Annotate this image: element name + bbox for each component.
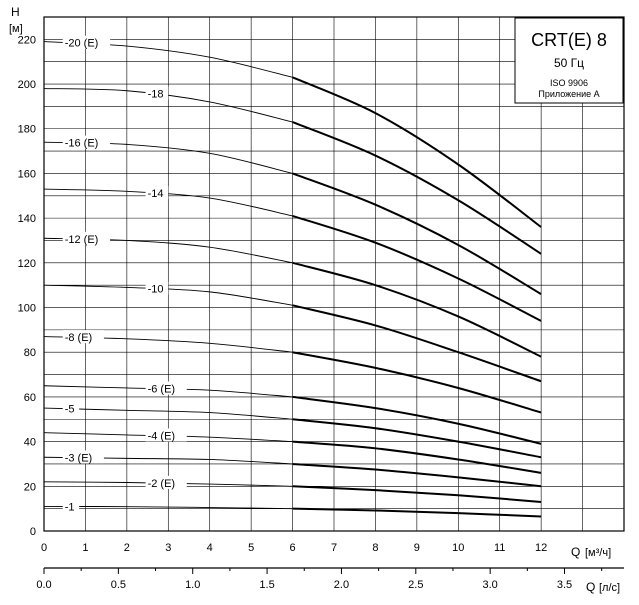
x-tick-label: 8 <box>372 542 378 554</box>
curve-line-operating <box>292 351 542 414</box>
curve-label-background <box>62 135 111 149</box>
curve-label-background <box>145 381 187 395</box>
x-tick-label: 12 <box>535 542 547 554</box>
curve-line-operating <box>292 214 542 322</box>
x-tick-label: 5 <box>248 542 254 554</box>
x-tick-label: 3 <box>165 542 171 554</box>
y-tick-label: 120 <box>18 258 36 270</box>
secondary-x-tick-label: 1.5 <box>259 579 274 591</box>
x-axis-label: Q <box>571 545 580 559</box>
curve-label: -5 <box>65 404 75 416</box>
y-tick-label: 0 <box>30 526 36 538</box>
curve-line-operating <box>292 172 542 295</box>
secondary-x-tick-label: 0.0 <box>36 579 51 591</box>
curve-label: -1 <box>65 501 75 513</box>
curve-line-operating <box>292 395 542 445</box>
curve-label: -10 <box>148 284 164 296</box>
x-tick-label: 7 <box>331 542 337 554</box>
curve-line-operating <box>292 121 542 255</box>
y-tick-label: 100 <box>18 303 36 315</box>
curve-label-background <box>62 401 80 415</box>
curve-label: -20 (E) <box>65 38 99 50</box>
curve-line-thin <box>43 407 293 420</box>
y-tick-label: 160 <box>18 168 36 180</box>
curve-label-background <box>62 35 111 49</box>
y-tick-label: 140 <box>18 213 36 225</box>
curve-label-background <box>145 86 169 100</box>
y-tick-label: 220 <box>18 34 36 46</box>
curve-line-operating <box>292 485 542 503</box>
x-tick-label: 11 <box>494 542 505 554</box>
x-tick-label: 4 <box>207 542 213 554</box>
secondary-x-tick-label: 1.0 <box>185 579 200 591</box>
secondary-x-tick-label: 3.5 <box>557 579 572 591</box>
secondary-x-axis-label: Q <box>586 580 595 594</box>
x-axis-unit: [м³/ч] <box>585 547 611 559</box>
y-tick-label: 20 <box>24 481 36 493</box>
curve-line-operating <box>292 261 542 358</box>
tick-labels: 0 1 2 3 4 5 6 7 8 9 10 11 12020406080100120140160180… <box>18 34 548 554</box>
y-tick-label: 60 <box>24 392 36 404</box>
curve-line-thin <box>43 505 293 510</box>
secondary-x-axis-unit: [л/с] <box>599 582 620 594</box>
curve-label-background <box>145 428 187 442</box>
curve-line-operating <box>292 462 542 488</box>
x-tick-label: 2 <box>124 542 130 554</box>
y-tick-label: 40 <box>24 437 36 449</box>
curve-label: -18 <box>148 89 164 101</box>
curve-label: -8 (E) <box>65 332 93 344</box>
plot-frame <box>43 16 625 532</box>
curve-label: -14 <box>148 188 164 200</box>
curve-line-operating <box>292 440 542 474</box>
y-tick-label: 200 <box>18 79 36 91</box>
x-tick-label: 6 <box>290 542 296 554</box>
chart-note-standard: ISO 9906 <box>550 78 588 88</box>
chart-title: CRT(E) 8 <box>531 30 607 50</box>
curves: -20 (E) -18 -16 (E) -14 -12 (E) -10 -8 (E) -6 (… <box>43 35 542 518</box>
chart-subtitle: 50 Гц <box>554 56 584 70</box>
title-box <box>514 17 624 104</box>
curve-label: -3 (E) <box>65 453 93 465</box>
y-tick-label: 180 <box>18 124 36 136</box>
secondary-x-tick-label: 2.0 <box>334 579 349 591</box>
curve-label-background <box>145 185 169 199</box>
curve-line-operating <box>292 418 542 459</box>
y-tick-label: 80 <box>24 347 36 359</box>
curve-label-background <box>145 475 187 489</box>
curve-label-background <box>62 450 104 464</box>
curve-label-background <box>62 330 104 344</box>
secondary-x-tick-label: 0.5 <box>111 579 126 591</box>
x-tick-label: 0 <box>41 542 47 554</box>
curve-label: -12 (E) <box>65 234 99 246</box>
secondary-tick-labels: 0.0 0.5 1.0 1.5 2.0 2.5 3.0 3.5 <box>36 568 603 591</box>
y-axis-unit: [м] <box>9 23 23 35</box>
curve-line-thin <box>43 284 293 306</box>
curve-line-thin <box>43 88 293 123</box>
x-tick-label: 9 <box>414 542 420 554</box>
curve-label: -2 (E) <box>148 478 176 490</box>
curve-label: -16 (E) <box>65 138 99 150</box>
curve-line-operating <box>292 304 542 383</box>
curve-label-background <box>62 499 80 513</box>
secondary-x-tick-label: 3.0 <box>483 579 498 591</box>
curve-line-operating <box>292 76 542 228</box>
curve-label: -4 (E) <box>148 430 176 442</box>
curve-line-thin <box>43 188 293 217</box>
x-tick-label: 10 <box>452 542 464 554</box>
curve-label: -6 (E) <box>148 384 176 396</box>
secondary-x-tick-label: 2.5 <box>408 579 423 591</box>
y-axis-label: H <box>11 5 20 19</box>
curve-label-background <box>145 281 169 295</box>
curve-label-background <box>62 231 111 245</box>
chart-note-appendix: Приложение А <box>538 89 599 99</box>
curve-line-operating <box>292 507 542 518</box>
x-tick-label: 1 <box>82 542 88 554</box>
